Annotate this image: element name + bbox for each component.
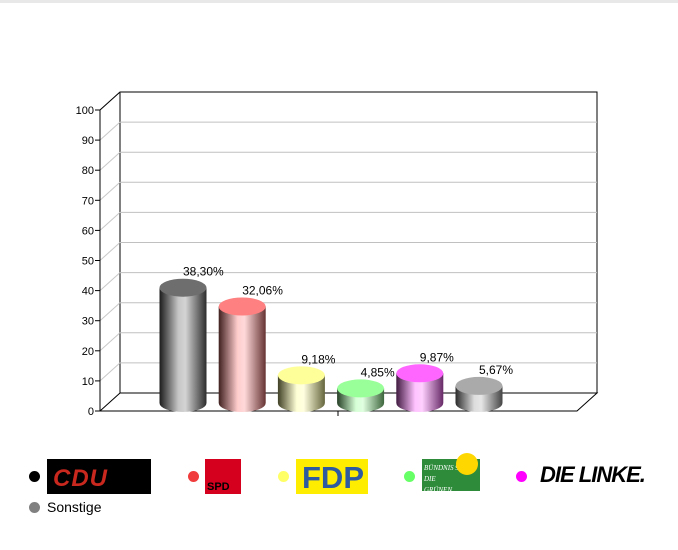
y-tick-label: 30 bbox=[82, 316, 94, 328]
y-tick-label: 90 bbox=[82, 135, 94, 147]
legend-dot-sonstige bbox=[29, 502, 40, 513]
data-label-3: 9,18% bbox=[301, 352, 335, 366]
data-label-6: 5,67% bbox=[479, 363, 513, 377]
bar-1 bbox=[159, 287, 207, 412]
side-gridline bbox=[99, 332, 121, 352]
bar-top-2 bbox=[218, 297, 266, 316]
data-label-2: 32,06% bbox=[242, 283, 283, 297]
y-tick-label: 20 bbox=[82, 346, 94, 358]
legend-dot-spd bbox=[188, 471, 199, 482]
y-tick-label: 80 bbox=[82, 165, 94, 177]
legend-dot-cdu bbox=[29, 471, 40, 482]
y-tick-label: 60 bbox=[82, 225, 94, 237]
data-label-1: 38,30% bbox=[183, 265, 224, 279]
cdu-logo-text: CDU bbox=[53, 465, 108, 492]
side-gridline bbox=[99, 121, 121, 141]
cdu-logo: CDU bbox=[47, 459, 151, 494]
data-label-5: 9,87% bbox=[420, 350, 454, 364]
bar-chart: 0 10 20 30 40 50 60 70 80 90 100 38,30% 32,06% 9,18%… bbox=[76, 91, 599, 418]
linke-logo: DIE LINKE. bbox=[540, 462, 646, 490]
side-gridline bbox=[99, 272, 121, 291]
top-bar bbox=[0, 0, 678, 3]
y-tick-label: 50 bbox=[82, 256, 94, 268]
side-gridline bbox=[99, 151, 121, 171]
data-label-4: 4,85% bbox=[361, 365, 395, 379]
gruene-logo-text: BÜNDNIS 90 DIE GRÜNEN bbox=[424, 464, 463, 494]
sunflower-icon bbox=[456, 453, 478, 475]
legend-dot-fdp bbox=[278, 471, 289, 482]
y-tick-label: 10 bbox=[82, 376, 94, 388]
legend-dot-gruene bbox=[404, 471, 415, 482]
y-tick-label: 70 bbox=[82, 195, 94, 207]
legend-label-sonstige: Sonstige bbox=[47, 499, 102, 515]
bar-3 bbox=[277, 375, 325, 412]
y-tick-label: 40 bbox=[82, 286, 94, 298]
side-top-edge bbox=[99, 91, 121, 111]
bar-top-1 bbox=[159, 278, 207, 297]
bar-top-4 bbox=[337, 379, 385, 398]
bar-top-5 bbox=[396, 364, 444, 383]
gruene-logo: BÜNDNIS 90 DIE GRÜNEN bbox=[422, 453, 480, 494]
y-tick-label: 0 bbox=[88, 406, 94, 418]
side-gridline bbox=[99, 302, 121, 322]
legend-dot-linke bbox=[516, 471, 527, 482]
fdp-logo: FDP bbox=[296, 459, 368, 495]
bar-top-3 bbox=[277, 366, 325, 385]
bar-top-6 bbox=[455, 376, 503, 395]
side-gridline bbox=[99, 212, 121, 231]
y-tick-label: 100 bbox=[76, 105, 94, 117]
spd-logo-text: SPD bbox=[207, 481, 230, 493]
spd-logo: SPD bbox=[205, 459, 241, 494]
side-gridline bbox=[99, 362, 121, 382]
bar-2 bbox=[218, 306, 266, 412]
bar-5 bbox=[396, 373, 444, 412]
linke-logo-text: DIE LINKE. bbox=[540, 462, 646, 487]
fdp-logo-text: FDP bbox=[302, 460, 364, 495]
side-gridline bbox=[99, 181, 121, 201]
side-gridline bbox=[99, 242, 121, 261]
